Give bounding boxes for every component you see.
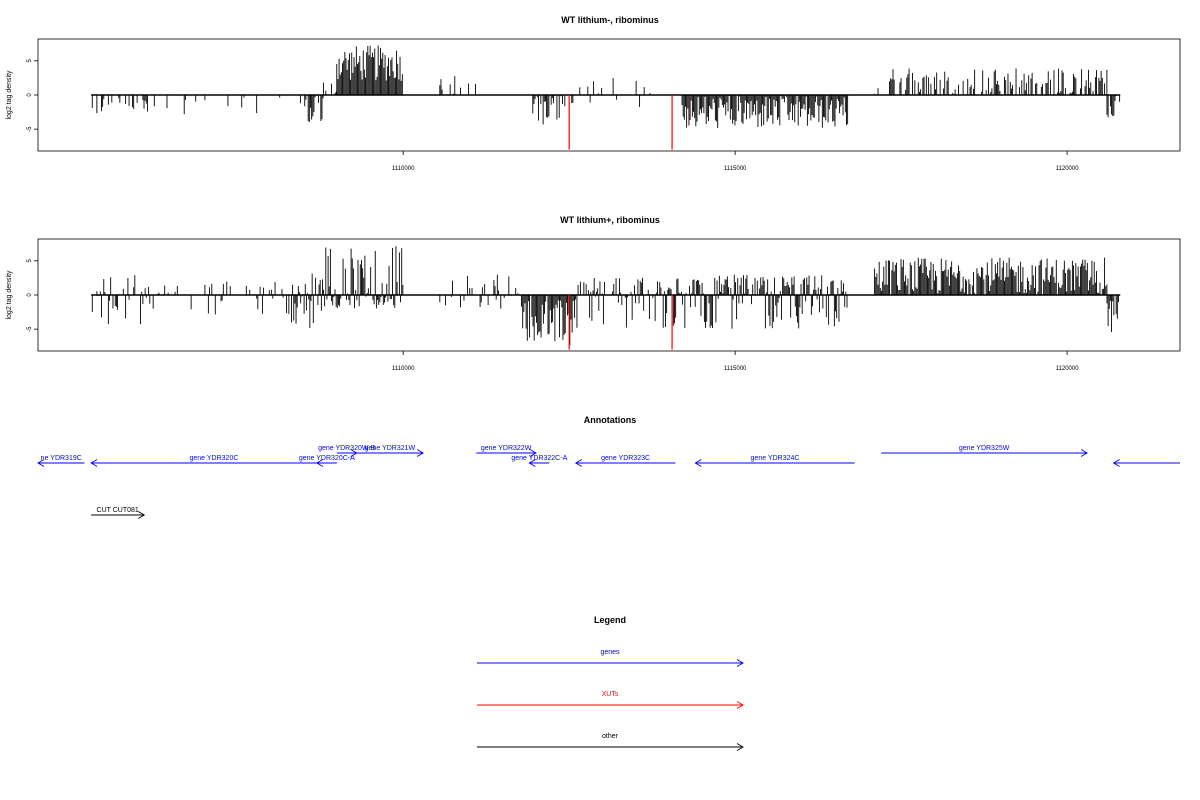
legend-item-genes: genes: [477, 649, 744, 667]
feature-arrowhead: [416, 449, 424, 457]
feature-gene-ydr322w: gene YDR322W: [476, 445, 537, 457]
y-tick-label: 0: [27, 293, 33, 297]
x-tick-label: 1115000: [724, 366, 747, 372]
panel-lithium-minus: WT lithium-, ribominus log2 tag density …: [6, 15, 1181, 172]
feature-ne-ydr319c: ne YDR319C: [37, 455, 85, 467]
feature-gene-ydr323c: gene YDR323C: [574, 455, 676, 467]
feature-gene-ydr320c: gene YDR320C: [90, 455, 337, 467]
feature-arrowhead: [574, 459, 583, 467]
x-tick-label: 1110000: [392, 166, 415, 172]
legend: Legend genes XUTs other: [477, 615, 744, 751]
x-tick-label: 1120000: [1056, 166, 1080, 172]
y-tick-label: 5: [27, 259, 33, 263]
axes: -5 0 5 1110000 1115000 1120000: [27, 38, 1181, 172]
y-axis-label: log2 tag density: [6, 270, 13, 320]
feature-label: CUT CUT081: [97, 507, 139, 514]
feature-arrowhead: [529, 449, 537, 457]
legend-label: XUTs: [602, 691, 619, 698]
x-tick-label: 1110000: [392, 366, 415, 372]
x-tick-label: 1115000: [724, 166, 747, 172]
legend-item-xuts: XUTs: [477, 691, 744, 709]
feature-arrowhead: [528, 459, 536, 467]
feature-unlabeled: [1112, 459, 1180, 467]
feature-arrowhead: [315, 459, 324, 467]
legend-arrowhead: [736, 743, 744, 751]
axes: -5 0 5 1110000 1115000 1120000: [27, 238, 1181, 372]
feature-arrowhead: [90, 459, 98, 467]
panel-title: WT lithium-, ribominus: [561, 15, 659, 25]
feature-label: gene YDR320W-B: [318, 445, 376, 452]
legend-arrowhead: [736, 701, 744, 709]
feature-label: gene YDR321W: [365, 445, 416, 452]
density-bars: [91, 45, 1121, 150]
feature-label: gene YDR320C: [189, 455, 238, 462]
feature-arrowhead: [1080, 449, 1088, 457]
density-bars: [91, 246, 1121, 350]
feature-label: gene YDR323C: [601, 455, 650, 462]
y-tick-label: 0: [27, 93, 33, 97]
y-tick-label: -5: [27, 126, 33, 132]
feature-label: gene YDR322W: [481, 445, 532, 452]
feature-gene-ydr320c-a: gene YDR320C-A: [299, 455, 355, 467]
legend-items: genes XUTs other: [477, 649, 744, 751]
feature-arrowhead: [694, 459, 702, 467]
feature-arrowhead: [37, 459, 45, 467]
legend-label: genes: [600, 649, 620, 656]
feature-label: gene YDR320C-A: [299, 455, 355, 462]
panel-title: WT lithium+, ribominus: [560, 215, 660, 225]
feature-arrowhead: [138, 511, 146, 519]
panel-lithium-plus: WT lithium+, ribominus log2 tag density …: [6, 215, 1181, 372]
feature-gene-ydr321w: gene YDR321W: [356, 445, 424, 457]
feature-gene-ydr325w: gene YDR325W: [881, 445, 1088, 457]
feature-label: gene YDR324C: [751, 455, 800, 462]
legend-label: other: [602, 733, 619, 740]
feature-gene-ydr322c-a: gene YDR322C-A: [511, 455, 568, 467]
feature-label: ne YDR319C: [41, 455, 82, 462]
annotations-title: Annotations: [584, 415, 637, 425]
x-tick-label: 1120000: [1056, 366, 1080, 372]
legend-title: Legend: [594, 615, 626, 625]
legend-item-other: other: [477, 733, 744, 751]
legend-arrowhead: [736, 659, 744, 667]
feature-label: gene YDR322C-A: [511, 455, 567, 462]
feature-gene-ydr324c: gene YDR324C: [694, 455, 855, 467]
feature-arrowhead: [1112, 459, 1120, 467]
y-tick-label: -5: [27, 326, 33, 332]
feature-label: gene YDR325W: [959, 445, 1010, 452]
feature-cut-cut081: CUT CUT081: [91, 507, 146, 519]
y-tick-label: 5: [27, 59, 33, 63]
annotations-track: Annotations ne YDR319C gene YDR320C gene Y…: [37, 415, 1180, 519]
y-axis-label: log2 tag density: [6, 70, 13, 120]
